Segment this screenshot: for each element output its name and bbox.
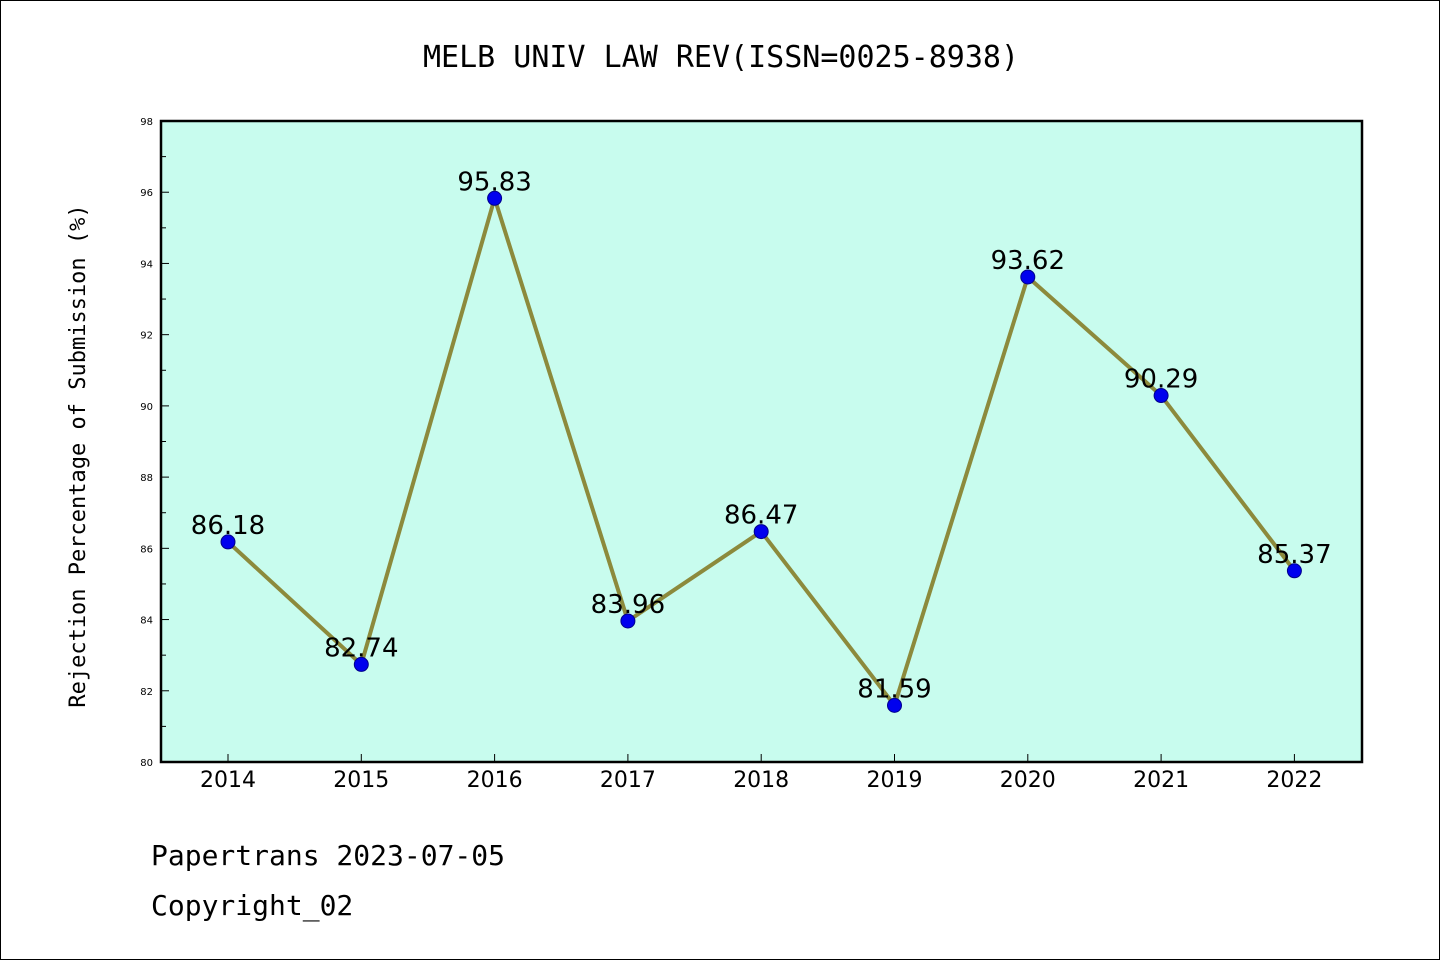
footer-date: Papertrans 2023-07-05 — [151, 839, 505, 872]
x-tick-label: 2016 — [467, 768, 523, 793]
data-point — [487, 190, 503, 206]
data-label: 95.83 — [457, 167, 531, 197]
x-axis: 2014 2015 2016 2017 2018 2019 2020 2021 2022 — [200, 754, 1322, 793]
x-tick-label: 2017 — [600, 768, 656, 793]
y-tick-label: 88 — [140, 473, 153, 484]
plot-border — [159, 119, 1364, 764]
x-tick-label: 2014 — [200, 768, 256, 793]
data-label: 85.37 — [1257, 540, 1331, 570]
data-point — [353, 656, 369, 672]
y-tick-label: 96 — [140, 188, 153, 199]
y-tick-label: 98 — [140, 117, 153, 128]
y-tick-label: 92 — [140, 331, 153, 342]
data-label: 83.96 — [591, 590, 665, 620]
data-point — [1020, 269, 1036, 285]
data-label: 86.47 — [724, 501, 798, 531]
plot-area — [161, 121, 1362, 762]
y-tick-label: 90 — [140, 402, 153, 413]
data-label: 93.62 — [991, 246, 1065, 276]
data-label: 81.59 — [857, 674, 931, 704]
data-label: 90.29 — [1124, 365, 1198, 395]
x-tick-label: 2021 — [1133, 768, 1189, 793]
data-label: 86.18 — [191, 511, 265, 541]
y-tick-label: 80 — [140, 758, 153, 769]
data-point — [887, 697, 902, 713]
data-labels: 86.18 82.74 95.83 83.96 86.47 81.59 93.62 90.29… — [191, 167, 1332, 704]
x-tick-label: 2022 — [1266, 768, 1322, 793]
y-tick-label: 86 — [140, 544, 153, 555]
chart-title: MELB UNIV LAW REV(ISSN=0025-8938) — [423, 40, 1019, 75]
data-point — [220, 534, 236, 550]
data-point — [1286, 563, 1302, 579]
data-label: 82.74 — [324, 633, 398, 663]
y-axis: 80 82 84 86 88 90 92 94 96 98 — [140, 117, 169, 769]
data-point — [620, 613, 636, 629]
y-axis-label: Rejection Percentage of Submission (%) — [66, 204, 91, 707]
data-point — [1153, 388, 1169, 404]
data-points — [220, 190, 1302, 713]
x-tick-label: 2015 — [333, 768, 389, 793]
x-tick-label: 2020 — [1000, 768, 1056, 793]
x-tick-label: 2018 — [733, 768, 789, 793]
footer-copyright: Copyright_02 — [151, 889, 353, 923]
y-tick-label: 82 — [140, 687, 153, 698]
y-tick-label: 84 — [140, 616, 153, 627]
data-point — [753, 524, 769, 540]
y-tick-label: 94 — [140, 259, 153, 270]
x-tick-label: 2019 — [867, 768, 923, 793]
